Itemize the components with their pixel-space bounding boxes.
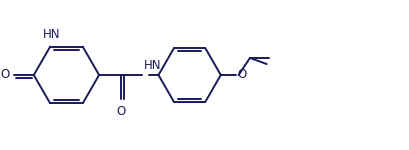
Text: HN: HN <box>143 59 161 72</box>
Text: O: O <box>1 69 10 81</box>
Text: HN: HN <box>43 28 60 41</box>
Text: O: O <box>117 105 126 118</box>
Text: O: O <box>236 69 246 81</box>
